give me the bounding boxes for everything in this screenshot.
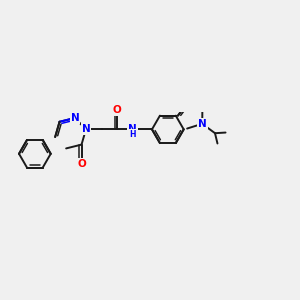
Text: N: N bbox=[198, 119, 207, 129]
Text: N: N bbox=[82, 124, 90, 134]
Text: N: N bbox=[70, 113, 79, 123]
Text: H: H bbox=[129, 130, 136, 139]
Text: N: N bbox=[128, 124, 137, 134]
Text: O: O bbox=[77, 159, 86, 169]
Text: O: O bbox=[112, 105, 121, 115]
